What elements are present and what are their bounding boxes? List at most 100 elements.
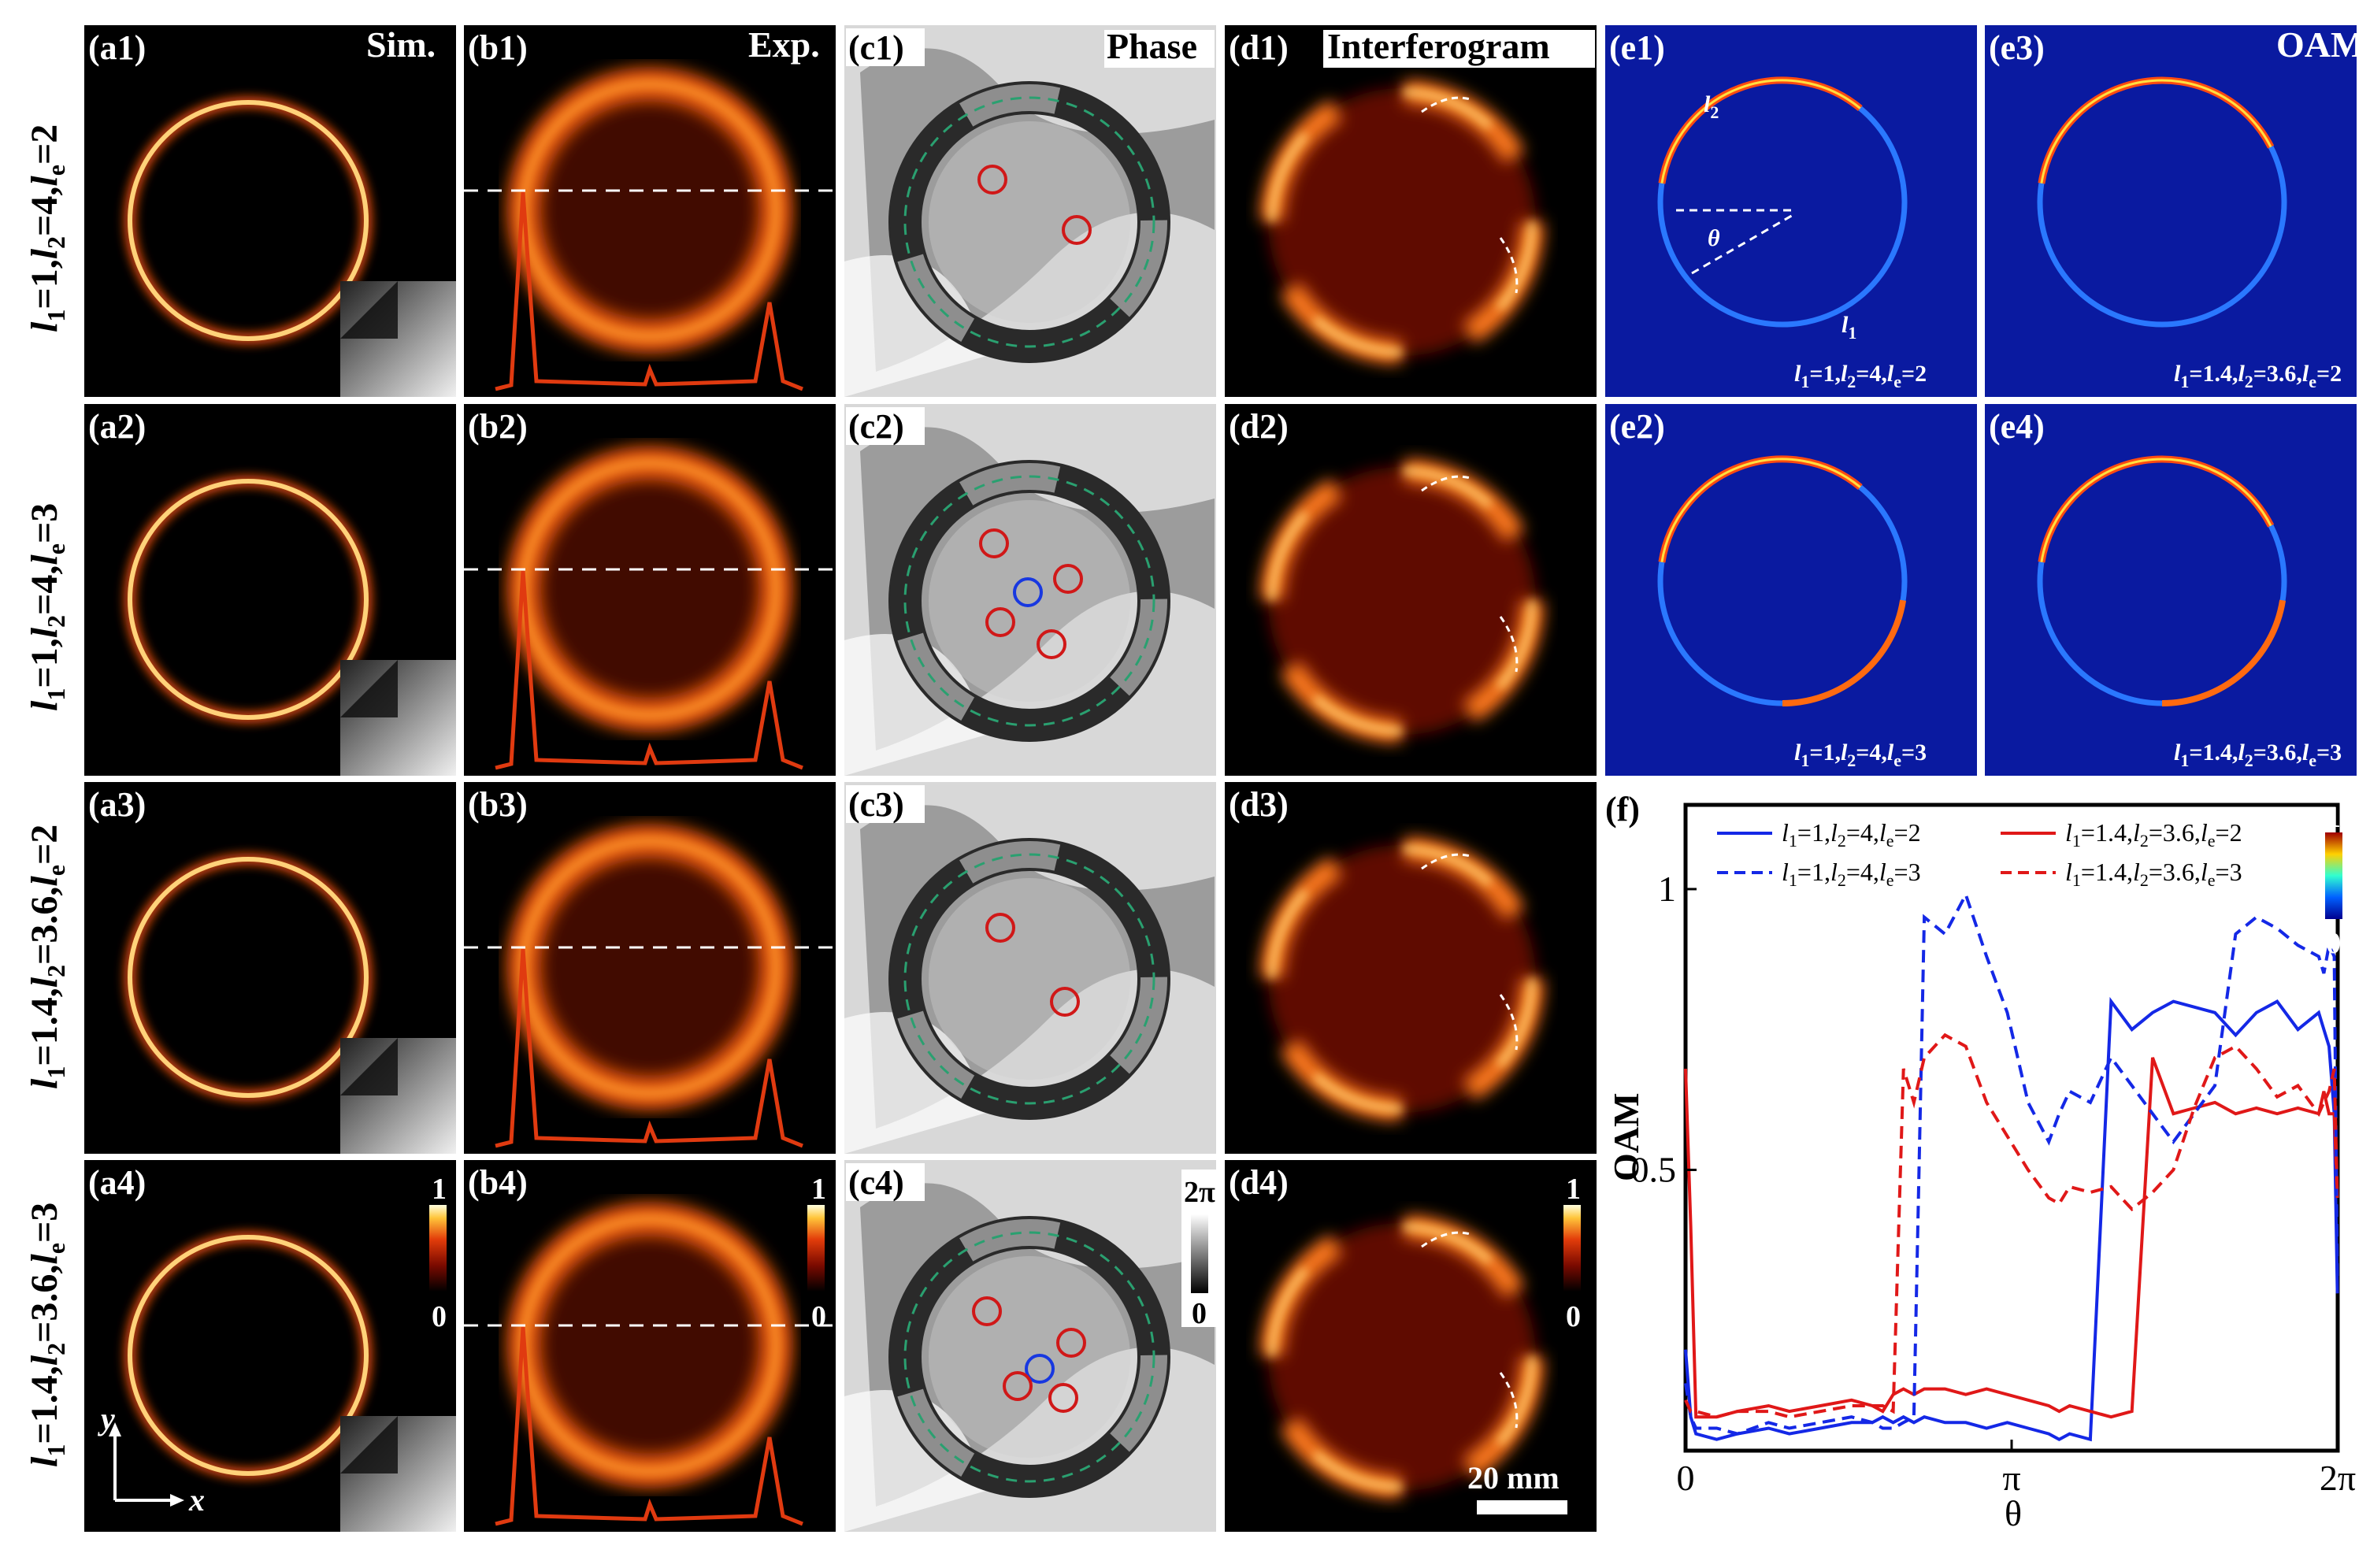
phase-singularity-red: [1003, 1371, 1033, 1401]
phase-singularity-blue: [1013, 577, 1043, 607]
phase-inset-wedge: [340, 1416, 398, 1473]
header-interferogram: Interferogram: [1327, 26, 1550, 66]
oam-panel-bg: [1985, 25, 2357, 397]
x-tick-label: 0: [1677, 1458, 1695, 1498]
int-lobes-bright: [1268, 88, 1536, 356]
legend-label: l1=1,l2=4,le=2: [1782, 818, 1921, 851]
phase-inner: [929, 500, 1130, 702]
plot-legend: l1=1,l2=4,le=2 l1=1.4,l2=3.6,le=2 l1=1,l2=…: [1717, 818, 2242, 890]
panel-label-a4: (a4): [88, 1163, 146, 1202]
int-lobes-bright: [1268, 1223, 1536, 1491]
phase-label-box: [846, 28, 925, 66]
panel-label-c1: (c1): [848, 28, 904, 67]
phase-inset: [340, 660, 456, 776]
phase-dashed-ring: [903, 1231, 1155, 1483]
x-tick-label: π: [2002, 1458, 2020, 1498]
sim-ring: [128, 100, 369, 341]
panel-label-d2: (d2): [1229, 407, 1289, 446]
row-label-2: l1=1,l2=4,le=3: [24, 503, 70, 711]
phase-label-box: [846, 407, 925, 445]
int-core: [1268, 845, 1536, 1113]
phase-inner: [929, 1256, 1130, 1458]
int-fringe-trace: [1421, 853, 1474, 870]
plot-ticks: 0 π 2π 0.5 1: [1631, 869, 2357, 1498]
header-oam: OAM: [2276, 24, 2364, 65]
exp-core: [516, 455, 784, 723]
panel-label-d1: (d1): [1229, 28, 1289, 67]
panel-label-c3: (c3): [848, 785, 904, 824]
panel-label-f: (f): [1605, 790, 1640, 828]
colorbar-oam-min: 0: [2326, 927, 2341, 960]
oam-panel-bg: [1985, 404, 2357, 776]
colorbar-phase-max: 2π: [1184, 1176, 1215, 1209]
int-fringe-trace: [1499, 237, 1519, 294]
xy-axes-glyph: y x: [98, 1401, 205, 1518]
colorbar-sim-max: 1: [432, 1173, 447, 1206]
panel-label-a1: (a1): [88, 28, 146, 67]
exp-profile: [495, 1326, 803, 1526]
sim-ring: [128, 857, 369, 1098]
oam-panel-caption: l1=1.4,l2=3.6,le=3: [2174, 740, 2342, 770]
phase-singularity-red: [1037, 629, 1066, 659]
x-tick-label: 2π: [2320, 1458, 2356, 1498]
panel-label-a2: (a2): [88, 407, 146, 446]
scale-bar: 20 mm: [1467, 1460, 1567, 1514]
int-core: [1268, 88, 1536, 356]
phase-inner: [929, 121, 1130, 323]
int-fringe-trace: [1499, 994, 1519, 1051]
phase-swirl-light: [844, 1012, 986, 1154]
column-b-experiment: (b1) (b2) (b3) (b4): [464, 25, 836, 1532]
phase-inset-wedge: [340, 660, 398, 717]
header-sim: Sim.: [366, 24, 436, 65]
header-phase: Phase: [1107, 26, 1197, 66]
panel-f-chart: (f) 0 π 2π 0.5 1 l1=1,l2=4,le=2 l1=1.4,l2=3.6…: [1605, 790, 2356, 1533]
header-interferogram-box: [1323, 30, 1595, 68]
colorbar-oam: 1 0: [2325, 801, 2342, 960]
axis-y-letter: y: [98, 1401, 115, 1436]
series-line-2: [1684, 1057, 2339, 1419]
x-axis-label: θ: [2005, 1493, 2022, 1533]
phase-singularity-red: [979, 528, 1009, 558]
colorbar-phase: 2π 0: [1181, 1170, 1221, 1330]
phase-dashed-ring: [903, 475, 1155, 727]
panel-label-e1: (e1): [1609, 28, 1665, 67]
phase-singularity-red: [1056, 1328, 1086, 1358]
phase-inset: [340, 1038, 456, 1154]
phase-singularity-red: [1062, 215, 1092, 245]
exp-profile: [495, 191, 803, 391]
phase-dashed-ring: [903, 853, 1155, 1105]
header-phase-box: [1104, 30, 1215, 68]
int-fringe-trace: [1421, 96, 1474, 113]
oam-panel-caption: l1=1,l2=4,le=2: [1794, 361, 1927, 391]
oam-panel-caption: l1=1,l2=4,le=3: [1794, 740, 1927, 770]
panel-label-b3: (b3): [468, 785, 528, 824]
panel-label-e3: (e3): [1989, 28, 2045, 67]
phase-label-box: [846, 1163, 925, 1201]
exp-core: [516, 833, 784, 1101]
int-core: [1268, 467, 1536, 735]
legend-label: l1=1.4,l2=3.6,le=3: [2065, 858, 2242, 890]
panel-label-d4: (d4): [1229, 1163, 1289, 1202]
column-c-phase: (c1) (c2) (c3) (c4): [844, 25, 1216, 1532]
phase-singularity-red: [985, 913, 1015, 943]
oam-high-arc-core: [1660, 79, 1861, 183]
exp-profile: [495, 948, 803, 1148]
panel-label-d3: (d3): [1229, 785, 1289, 824]
oam-second-arc: [2161, 599, 2287, 706]
colorbar-exp-max: 1: [811, 1173, 826, 1206]
exp-profile: [495, 570, 803, 770]
legend-label: l1=1,l2=4,le=3: [1782, 858, 1921, 890]
panel-label-c4: (c4): [848, 1163, 904, 1202]
phase-singularity-red: [985, 607, 1015, 637]
phase-singularity-blue: [1025, 1354, 1055, 1384]
row-label-1: l1=1,l2=4,le=2: [24, 124, 70, 332]
series-line-1: [1684, 996, 2339, 1442]
column-e-oam-maps: (e1)l1=1,l2=4,le=2l2l1θ(e3)l1=1.4,l2=3.6…: [1605, 25, 2357, 776]
phase-inset-wedge: [340, 1038, 398, 1095]
oam-second-arc: [1782, 599, 1907, 706]
colorbar-sim: 1 0: [429, 1173, 447, 1333]
int-core: [1268, 1223, 1536, 1491]
oam-high-arc-core: [2040, 79, 2272, 183]
scale-bar-label: 20 mm: [1467, 1460, 1560, 1496]
panel-label-e2: (e2): [1609, 407, 1665, 446]
